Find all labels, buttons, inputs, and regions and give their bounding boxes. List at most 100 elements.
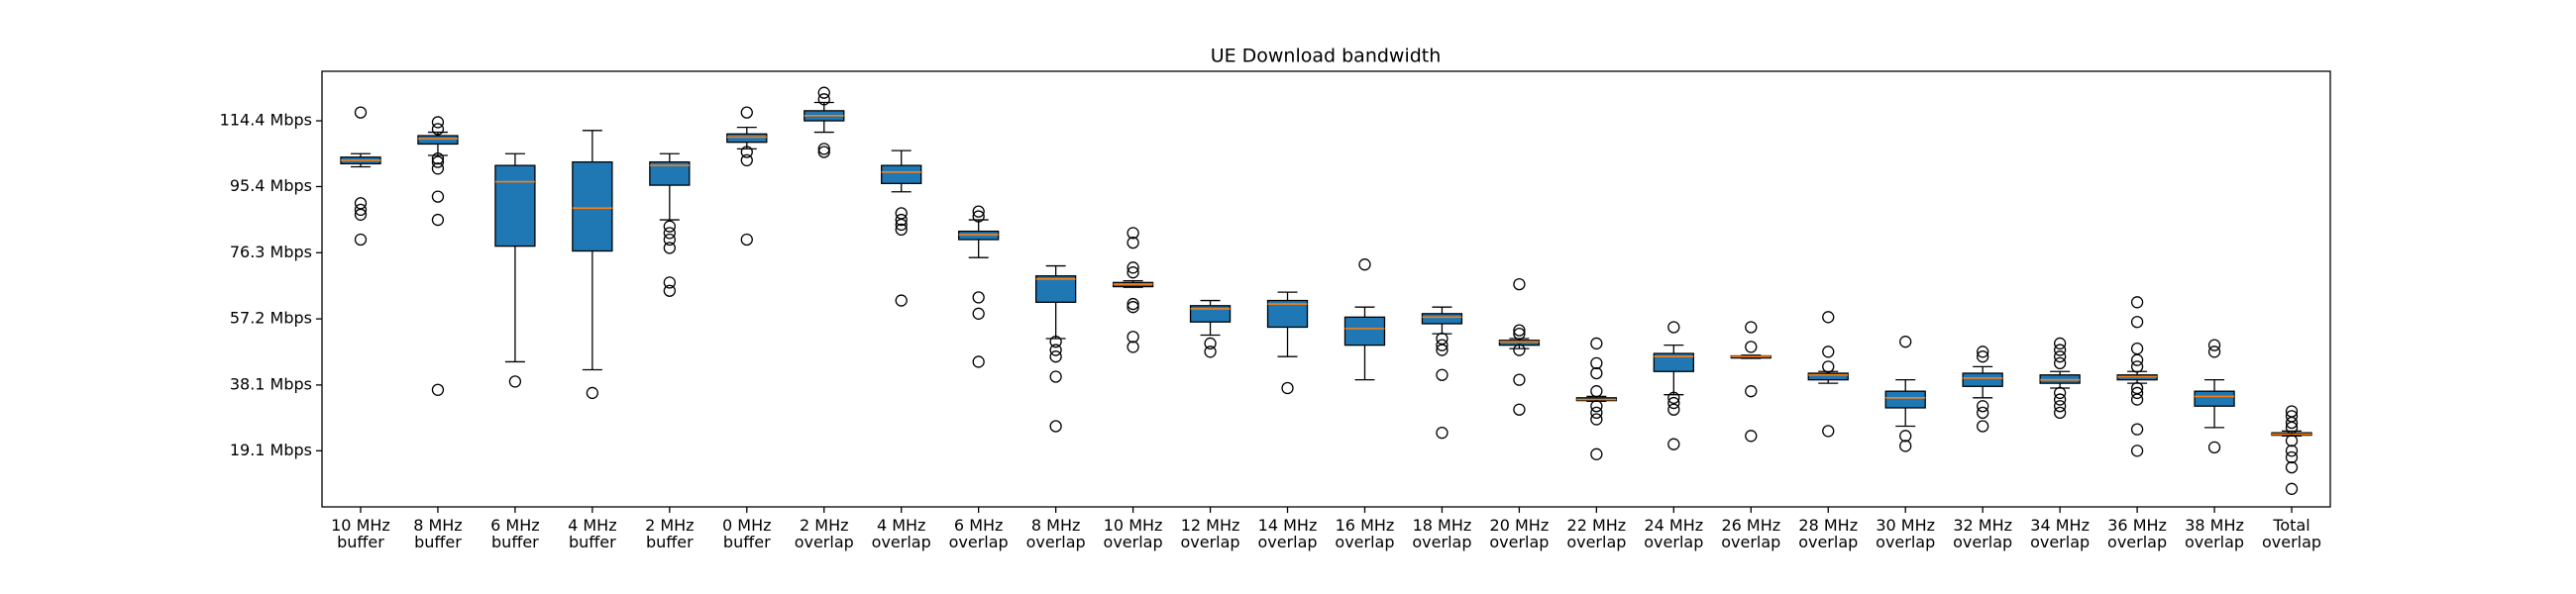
outlier (1745, 321, 1758, 334)
plot-frame (321, 70, 2331, 508)
x-tick-label: 4 MHz buffer (568, 516, 617, 551)
outlier (431, 213, 445, 227)
outlier (1436, 332, 1449, 346)
outlier (740, 146, 753, 158)
x-tick-label: 2 MHz buffer (645, 516, 695, 551)
outlier (1590, 356, 1603, 369)
outlier (2285, 460, 2299, 474)
x-tick-label: 18 MHz overlap (1412, 516, 1472, 551)
x-tick-label: Total overlap (2261, 516, 2322, 551)
outlier (354, 197, 368, 210)
outlier (895, 213, 908, 227)
outlier (1127, 236, 1139, 249)
outlier (1977, 420, 1989, 433)
outlier (1977, 346, 1989, 358)
outlier (895, 294, 908, 307)
y-tick-label: 95.4 Mbps (230, 176, 312, 195)
outlier (1436, 344, 1449, 356)
outlier (1822, 346, 1835, 358)
x-tick-label: 6 MHz overlap (948, 516, 1009, 551)
outlier (2285, 416, 2299, 430)
outlier (2207, 346, 2221, 358)
outlier (354, 233, 368, 247)
outlier (1513, 324, 1526, 337)
outlier (1667, 391, 1680, 404)
box (1266, 299, 1309, 329)
box (1034, 275, 1077, 303)
y-tick-label: 114.4 Mbps (220, 111, 312, 130)
outlier (1899, 430, 1912, 443)
outlier (895, 223, 908, 236)
outlier (1049, 336, 1062, 348)
x-tick-label: 0 MHz buffer (722, 516, 772, 551)
outlier (1667, 321, 1680, 334)
outlier (1667, 403, 1680, 416)
x-tick-label: 2 MHz overlap (794, 516, 854, 551)
box (2194, 390, 2235, 407)
x-tick-label: 34 MHz overlap (2030, 516, 2091, 551)
box (1807, 372, 1849, 381)
box (1343, 316, 1386, 346)
outlier (663, 276, 676, 289)
outlier (1513, 277, 1526, 291)
box (1421, 313, 1463, 325)
box (649, 160, 691, 186)
outlier (1745, 385, 1758, 398)
outlier (2053, 344, 2067, 356)
outlier (2285, 421, 2299, 435)
outlier (431, 383, 445, 396)
outlier (895, 218, 908, 232)
outlier (663, 227, 676, 240)
outlier (586, 386, 599, 400)
x-tick-label: 14 MHz overlap (1257, 516, 1318, 551)
outlier (1281, 381, 1294, 395)
outlier (1204, 346, 1217, 358)
outlier (1745, 430, 1758, 443)
box (1189, 305, 1232, 323)
outlier (1049, 370, 1062, 383)
outlier (1127, 227, 1139, 240)
outlier (1436, 368, 1449, 381)
outlier (431, 116, 445, 129)
box (881, 164, 922, 184)
outlier (817, 86, 830, 99)
outlier (1899, 440, 1912, 452)
outlier (1049, 420, 1062, 433)
outlier (431, 155, 445, 168)
outlier (354, 106, 368, 119)
outlier (1667, 396, 1680, 410)
outlier (1822, 425, 1835, 438)
x-tick-label: 20 MHz overlap (1489, 516, 1550, 551)
outlier (972, 307, 985, 320)
outlier (740, 153, 753, 167)
outlier (972, 355, 985, 368)
x-tick-label: 4 MHz overlap (871, 516, 931, 551)
outlier (1590, 447, 1603, 460)
box (1653, 352, 1694, 372)
outlier (740, 106, 753, 119)
outlier (354, 203, 368, 217)
outlier (2053, 393, 2067, 406)
outlier (1899, 336, 1912, 348)
outlier (1436, 339, 1449, 351)
outlier (1049, 344, 1062, 356)
outlier (2053, 400, 2067, 413)
outlier (2285, 450, 2299, 464)
outlier (1977, 350, 1989, 363)
outlier (663, 233, 676, 247)
box (572, 160, 613, 252)
outlier (663, 220, 676, 233)
outlier (1436, 427, 1449, 440)
outlier (1977, 400, 1989, 413)
x-tick-label: 12 MHz overlap (1180, 516, 1240, 551)
outlier (2130, 360, 2144, 373)
outlier (2130, 343, 2144, 355)
outlier (1590, 385, 1603, 398)
x-tick-label: 24 MHz overlap (1644, 516, 1704, 551)
outlier (1822, 311, 1835, 324)
outlier (1590, 337, 1603, 350)
outlier (2053, 406, 2067, 420)
chart-title: UE Download bandwidth (1211, 46, 1442, 67)
